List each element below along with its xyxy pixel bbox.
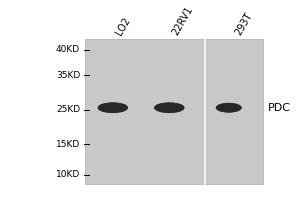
Text: PDC: PDC [267,103,290,113]
Text: 35KD: 35KD [56,71,80,80]
Text: 293T: 293T [233,11,254,37]
Text: 15KD: 15KD [56,140,80,149]
FancyBboxPatch shape [85,39,263,184]
Ellipse shape [98,103,128,113]
Text: 25KD: 25KD [56,105,80,114]
Text: 10KD: 10KD [56,170,80,179]
Ellipse shape [154,103,184,113]
Ellipse shape [216,103,242,112]
Text: LO2: LO2 [114,15,133,37]
Text: 22RV1: 22RV1 [171,4,195,37]
Text: 40KD: 40KD [56,45,80,54]
